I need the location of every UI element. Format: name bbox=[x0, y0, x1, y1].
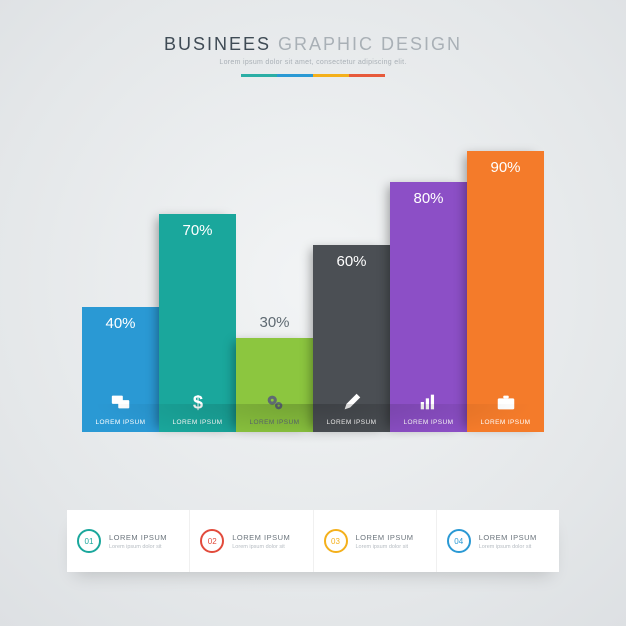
bar-percent: 60% bbox=[313, 253, 390, 270]
accent-segment bbox=[313, 74, 349, 77]
bar-body: LOREM IPSUM bbox=[82, 391, 159, 426]
legend-title: LOREM IPSUM bbox=[232, 533, 290, 542]
bar-body: LOREM IPSUM bbox=[467, 391, 544, 426]
title-word-1: BUSINEES bbox=[164, 34, 271, 54]
legend-title: LOREM IPSUM bbox=[356, 533, 414, 542]
legend-number-ring: 03 bbox=[324, 529, 348, 553]
bar: 70% LOREM IPSUM bbox=[159, 214, 236, 432]
legend-item: 04 LOREM IPSUM Lorem ipsum dolor sit bbox=[437, 510, 559, 572]
bar-group: 40%LOREM IPSUM70%LOREM IPSUM30%LOREM IPS… bbox=[82, 120, 544, 432]
dollar-icon bbox=[187, 391, 209, 413]
accent-segment bbox=[277, 74, 313, 77]
bar-label: LOREM IPSUM bbox=[96, 419, 146, 426]
briefcase-icon bbox=[495, 391, 517, 413]
legend-title: LOREM IPSUM bbox=[109, 533, 167, 542]
gears-icon bbox=[264, 391, 286, 413]
bar: 60% LOREM IPSUM bbox=[313, 245, 390, 432]
bar-percent: 90% bbox=[467, 159, 544, 176]
page-title: BUSINEES GRAPHIC DESIGN bbox=[0, 34, 626, 55]
legend-item: 02 LOREM IPSUM Lorem ipsum dolor sit bbox=[190, 510, 313, 572]
page-subtitle: Lorem ipsum dolor sit amet, consectetur … bbox=[0, 59, 626, 66]
legend-number-ring: 02 bbox=[200, 529, 224, 553]
accent-segment bbox=[349, 74, 385, 77]
bar: 80% LOREM IPSUM bbox=[390, 182, 467, 432]
legend-text: LOREM IPSUM Lorem ipsum dolor sit bbox=[479, 533, 537, 550]
legend-subtitle: Lorem ipsum dolor sit bbox=[479, 544, 537, 550]
legend-subtitle: Lorem ipsum dolor sit bbox=[356, 544, 414, 550]
legend-card: 01 LOREM IPSUM Lorem ipsum dolor sit 02 LORE… bbox=[67, 510, 559, 572]
legend-text: LOREM IPSUM Lorem ipsum dolor sit bbox=[109, 533, 167, 550]
bar-label: LOREM IPSUM bbox=[327, 419, 377, 426]
bar-body: LOREM IPSUM bbox=[159, 391, 236, 426]
legend-item: 01 LOREM IPSUM Lorem ipsum dolor sit bbox=[67, 510, 190, 572]
legend-subtitle: Lorem ipsum dolor sit bbox=[232, 544, 290, 550]
chat-icon bbox=[110, 391, 132, 413]
bar-label: LOREM IPSUM bbox=[481, 419, 531, 426]
barchart-icon bbox=[418, 391, 440, 413]
bar-body: LOREM IPSUM bbox=[390, 391, 467, 426]
accent-bar bbox=[0, 74, 626, 77]
legend-subtitle: Lorem ipsum dolor sit bbox=[109, 544, 167, 550]
legend-number-ring: 01 bbox=[77, 529, 101, 553]
accent-segment bbox=[241, 74, 277, 77]
legend-item: 03 LOREM IPSUM Lorem ipsum dolor sit bbox=[314, 510, 437, 572]
bar-chart: 40%LOREM IPSUM70%LOREM IPSUM30%LOREM IPS… bbox=[82, 120, 544, 460]
title-word-2: GRAPHIC DESIGN bbox=[278, 34, 462, 54]
bar-body: LOREM IPSUM bbox=[236, 391, 313, 426]
bar: 30%LOREM IPSUM bbox=[236, 338, 313, 432]
legend-text: LOREM IPSUM Lorem ipsum dolor sit bbox=[356, 533, 414, 550]
bar-percent: 80% bbox=[390, 190, 467, 207]
bar: 40% LOREM IPSUM bbox=[82, 307, 159, 432]
bar-label: LOREM IPSUM bbox=[404, 419, 454, 426]
bar-label: LOREM IPSUM bbox=[173, 419, 223, 426]
bar-percent: 70% bbox=[159, 222, 236, 239]
legend-number-ring: 04 bbox=[447, 529, 471, 553]
bar-percent: 30% bbox=[236, 314, 313, 331]
pencil-icon bbox=[341, 391, 363, 413]
bar-label: LOREM IPSUM bbox=[250, 419, 300, 426]
bar-percent: 40% bbox=[82, 315, 159, 332]
bar: 90% LOREM IPSUM bbox=[467, 151, 544, 432]
legend-text: LOREM IPSUM Lorem ipsum dolor sit bbox=[232, 533, 290, 550]
header: BUSINEES GRAPHIC DESIGN Lorem ipsum dolo… bbox=[0, 0, 626, 77]
bar-body: LOREM IPSUM bbox=[313, 391, 390, 426]
legend-title: LOREM IPSUM bbox=[479, 533, 537, 542]
